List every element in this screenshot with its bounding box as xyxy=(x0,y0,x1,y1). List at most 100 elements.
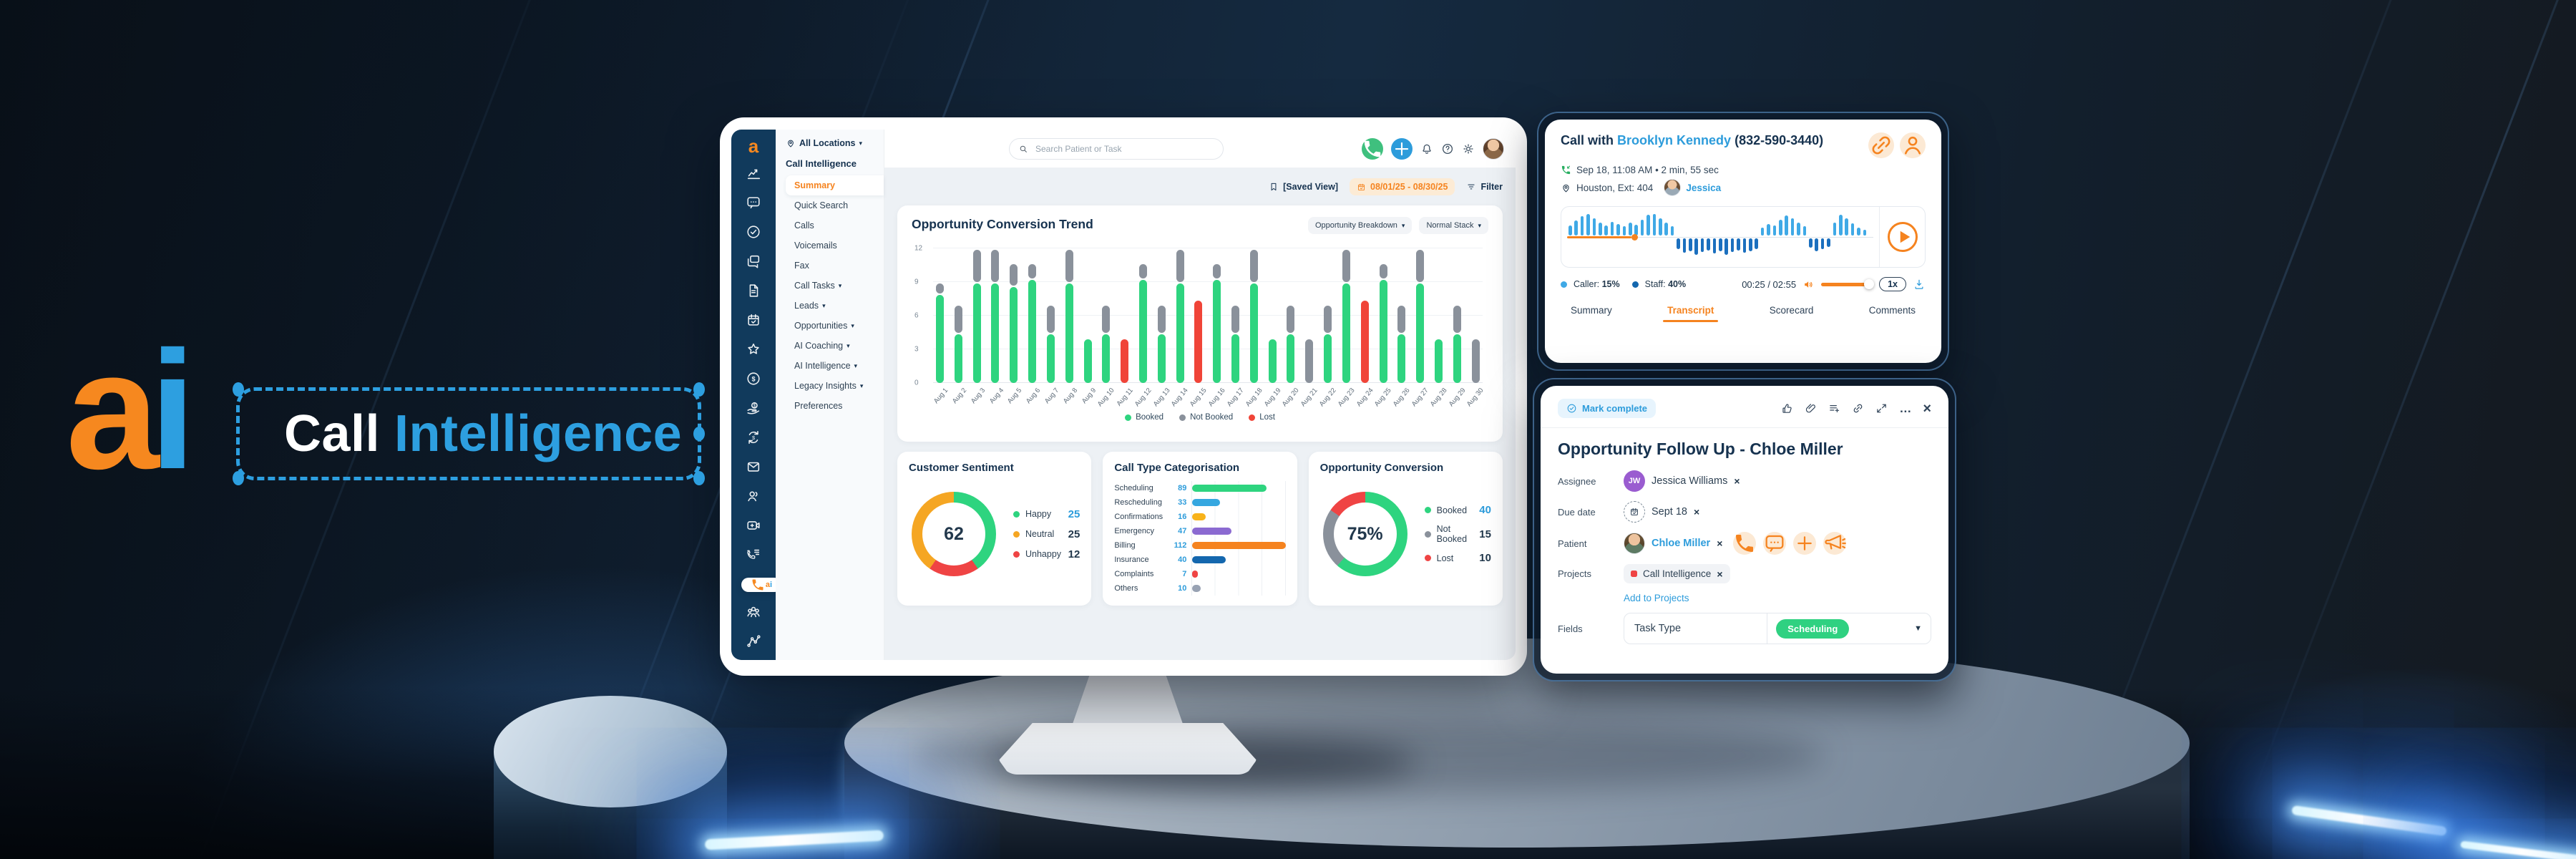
sidebar-item-legacy-insights[interactable]: Legacy Insights ▾ xyxy=(794,381,864,391)
user-avatar[interactable] xyxy=(1483,137,1504,160)
playback-speed-button[interactable]: 1x xyxy=(1879,277,1906,291)
tab-comments[interactable]: Comments xyxy=(1868,305,1916,316)
analytics-icon[interactable] xyxy=(746,165,761,181)
ai-logo-i: i xyxy=(149,316,196,504)
call-meta: Sep 18, 11:08 AM • 2 min, 55 sec xyxy=(1576,165,1719,175)
message-patient-button[interactable] xyxy=(1763,532,1787,555)
trend-bar-20 xyxy=(1287,248,1295,383)
add-to-list-icon[interactable] xyxy=(1828,402,1840,414)
add-to-projects-link[interactable]: Add to Projects xyxy=(1624,593,1689,603)
contact-profile-button[interactable] xyxy=(1900,132,1926,158)
collect-icon[interactable]: $ xyxy=(746,400,761,416)
more-options-icon[interactable]: … xyxy=(1899,402,1912,415)
campaign-button[interactable] xyxy=(1823,532,1847,555)
tab-scorecard[interactable]: Scorecard xyxy=(1769,305,1814,316)
dialer-button[interactable] xyxy=(1362,137,1383,160)
project-chip[interactable]: Call Intelligence × xyxy=(1624,564,1730,583)
sidebar-item-fax[interactable]: Fax xyxy=(794,261,809,271)
slider-knob[interactable] xyxy=(1864,279,1875,289)
attachment-icon[interactable] xyxy=(1805,402,1817,414)
sidebar-item-ai-coaching[interactable]: AI Coaching ▾ xyxy=(794,341,850,351)
field-value-dropdown[interactable]: Scheduling ▼ xyxy=(1767,618,1931,639)
video-icon[interactable] xyxy=(746,518,761,533)
sidebar-item-opportunities[interactable]: Opportunities ▾ xyxy=(794,321,854,331)
recurring-icon[interactable]: $ xyxy=(746,430,761,445)
call-log-icon[interactable] xyxy=(746,547,761,563)
trend-bar-14 xyxy=(1176,248,1184,383)
legend-booked: Booked 40 xyxy=(1424,504,1491,516)
search-box[interactable] xyxy=(1009,137,1224,160)
agent-avatar xyxy=(1664,179,1682,196)
add-button[interactable] xyxy=(1391,137,1413,160)
progress-handle[interactable] xyxy=(1631,234,1639,241)
mail-icon[interactable] xyxy=(746,459,761,475)
sentiment-donut: 62 xyxy=(912,492,996,576)
copy-link-button[interactable] xyxy=(1868,132,1894,158)
remove-patient-icon[interactable]: × xyxy=(1717,538,1723,549)
insights-icon[interactable] xyxy=(746,634,761,649)
sidebar-item-calls[interactable]: Calls xyxy=(794,220,814,230)
help-icon[interactable] xyxy=(1441,142,1454,155)
contacts-icon[interactable] xyxy=(746,488,761,504)
volume-icon[interactable] xyxy=(1802,278,1815,291)
remove-due-date-icon[interactable]: × xyxy=(1694,506,1700,518)
star-icon[interactable] xyxy=(746,341,761,357)
field-name[interactable]: Task Type xyxy=(1624,613,1768,644)
topbar-icons xyxy=(1362,137,1504,160)
add-action-button[interactable] xyxy=(1793,532,1817,555)
saved-view-button[interactable]: [Saved View] xyxy=(1269,182,1338,192)
date-range-picker[interactable]: 08/01/25 - 08/30/25 xyxy=(1350,178,1455,195)
monitor: a $ $ $ ai All Locations ▾ Call Intelligenc… xyxy=(720,117,1527,676)
filter-button[interactable]: Filter xyxy=(1466,182,1503,192)
calendar-icon xyxy=(1357,183,1366,192)
conversations-icon[interactable] xyxy=(746,253,761,269)
document-icon[interactable] xyxy=(746,283,761,299)
call-patient-button[interactable] xyxy=(1733,532,1757,555)
legend-value: 40 xyxy=(1479,504,1491,516)
trend-bar-10 xyxy=(1102,248,1111,383)
close-icon[interactable]: × xyxy=(1923,400,1931,417)
tab-summary[interactable]: Summary xyxy=(1571,305,1612,316)
expand-icon[interactable] xyxy=(1875,402,1888,414)
sidebar-item-voicemails[interactable]: Voicemails xyxy=(794,241,837,251)
mark-complete-button[interactable]: Mark complete xyxy=(1558,399,1657,418)
trend-bar-4 xyxy=(991,248,1000,383)
sidebar-item-leads[interactable]: Leads ▾ xyxy=(794,301,826,311)
tab-transcript[interactable]: Transcript xyxy=(1663,305,1719,322)
team-icon[interactable] xyxy=(746,604,761,620)
sidebar-item-summary[interactable]: Summary xyxy=(786,175,884,195)
breakdown-dropdown[interactable]: Opportunity Breakdown ▾ xyxy=(1307,217,1413,234)
thumbs-up-icon[interactable] xyxy=(1781,402,1793,414)
calendar-icon[interactable] xyxy=(746,312,761,328)
link-icon[interactable] xyxy=(1852,402,1864,414)
payments-icon[interactable]: $ xyxy=(746,371,761,387)
stack-dropdown[interactable]: Normal Stack ▾ xyxy=(1419,217,1488,234)
patient-name[interactable]: Chloe Miller xyxy=(1652,538,1711,549)
call-type-value: 7 xyxy=(1182,570,1187,578)
volume-slider[interactable] xyxy=(1821,279,1875,289)
waveform[interactable] xyxy=(1561,207,1879,267)
calendar-dashed-icon[interactable] xyxy=(1624,501,1645,523)
call-type-row: Billing 112 xyxy=(1114,538,1286,553)
sidebar-item-ai-intelligence[interactable]: AI Intelligence ▾ xyxy=(794,361,858,371)
sidebar-item-preferences[interactable]: Preferences xyxy=(794,401,843,411)
location-selector[interactable]: All Locations ▾ xyxy=(786,138,884,148)
app-logo[interactable]: a xyxy=(748,135,759,157)
trend-bar-23 xyxy=(1342,248,1350,383)
trend-bar-25 xyxy=(1379,248,1387,383)
notifications-icon[interactable] xyxy=(1420,142,1433,155)
play-button[interactable] xyxy=(1887,222,1918,252)
staff-dot xyxy=(1631,281,1639,288)
chat-icon[interactable] xyxy=(746,195,761,210)
tasks-icon[interactable] xyxy=(746,224,761,240)
remove-project-icon[interactable]: × xyxy=(1717,568,1723,580)
sidebar-item-call-tasks[interactable]: Call Tasks ▾ xyxy=(794,281,842,291)
remove-assignee-icon[interactable]: × xyxy=(1734,475,1740,487)
bookmark-icon xyxy=(1269,182,1279,192)
sidebar-item-quick-search[interactable]: Quick Search xyxy=(794,200,849,210)
filter-icon xyxy=(1466,182,1476,192)
settings-icon[interactable] xyxy=(1462,142,1475,155)
search-input[interactable] xyxy=(1034,142,1214,155)
download-icon[interactable] xyxy=(1913,278,1926,291)
trend-bar-29 xyxy=(1453,248,1461,383)
